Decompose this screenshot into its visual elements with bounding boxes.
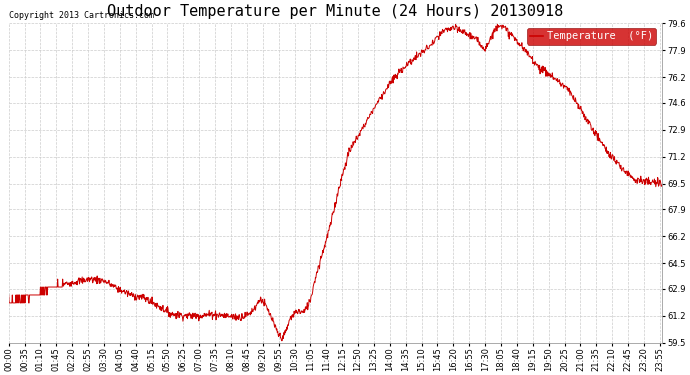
Legend: Temperature  (°F): Temperature (°F) [527, 28, 656, 45]
Text: Copyright 2013 Cartronics.com: Copyright 2013 Cartronics.com [9, 11, 154, 20]
Title: Outdoor Temperature per Minute (24 Hours) 20130918: Outdoor Temperature per Minute (24 Hours… [107, 4, 563, 19]
